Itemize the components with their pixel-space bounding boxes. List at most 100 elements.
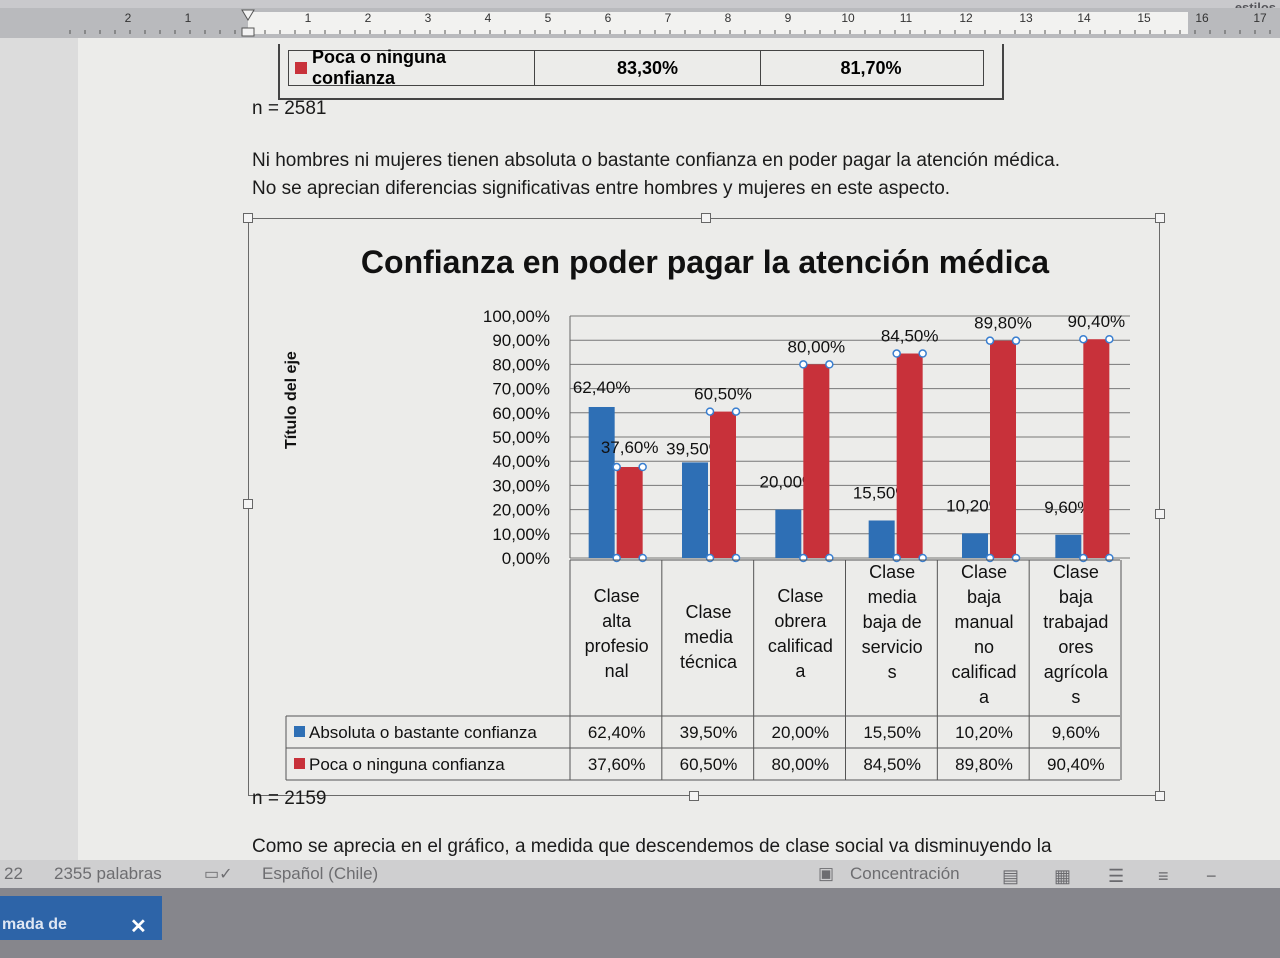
x-category-label: Clase [961, 562, 1007, 582]
data-table-value: 15,50% [863, 723, 921, 742]
focus-mode-button[interactable]: Concentración [850, 864, 960, 883]
selection-handle [799, 360, 808, 369]
data-label-poca: 89,80% [974, 314, 1032, 333]
selection-handle [1011, 336, 1021, 345]
data-label-absoluta: 62,40% [573, 378, 631, 397]
bar-absoluta [682, 462, 708, 558]
data-table-value: 37,60% [588, 755, 646, 774]
selection-handle [638, 462, 647, 472]
close-icon[interactable]: ✕ [130, 916, 147, 938]
table-cell: 81,70% [761, 51, 981, 85]
selection-handle [892, 349, 901, 358]
print-layout-icon[interactable]: ▤ [1002, 866, 1020, 886]
ruler-number: 16 [1195, 11, 1209, 25]
x-category-label: no [974, 637, 994, 657]
indent-marker-icon [241, 27, 255, 37]
x-category-label: s [1071, 687, 1080, 707]
data-table-value: 20,00% [771, 723, 829, 742]
resize-handle[interactable] [1155, 213, 1165, 223]
web-layout-icon[interactable]: ☰ [1108, 866, 1125, 886]
ruler-number: 8 [725, 11, 732, 25]
y-tick-label: 80,00% [492, 355, 550, 374]
ruler-text-area [248, 12, 1188, 34]
bar-poca [710, 411, 736, 558]
ruler-number: 1 [305, 11, 312, 25]
data-label-poca: 90,40% [1067, 312, 1125, 331]
data-label-absoluta: 15,50% [853, 483, 911, 502]
taskbar-item[interactable] [0, 896, 162, 940]
ribbon-edge [0, 0, 1280, 8]
table-cell: 83,30% [535, 51, 761, 85]
resize-handle[interactable] [243, 499, 253, 509]
data-table-value: 60,50% [680, 755, 738, 774]
ruler-number: 13 [1019, 11, 1033, 25]
x-category-label: trabajad [1043, 612, 1108, 632]
x-category-label: baja [1059, 587, 1094, 607]
legend-key [294, 758, 305, 769]
y-tick-label: 20,00% [492, 501, 550, 520]
legend-label: Absoluta o bastante confianza [309, 723, 537, 742]
data-label-poca: 84,50% [881, 327, 939, 346]
selection-handle [612, 462, 621, 472]
zoom-out-icon[interactable]: − [1206, 866, 1217, 886]
horizontal-ruler[interactable]: 2 1 1 2 3 4 5 6 7 8 9 10 11 12 13 14 15 16 17 [0, 8, 1280, 38]
ruler-number: 9 [785, 11, 792, 25]
language-indicator[interactable]: Español (Chile) [262, 864, 379, 883]
chart-title[interactable]: Confianza en poder pagar la atención méd… [360, 244, 1050, 280]
data-table-value: 9,60% [1052, 723, 1100, 742]
resize-handle[interactable] [1155, 509, 1165, 519]
data-table-value: 10,20% [955, 723, 1013, 742]
table-row: Poca o ninguna confianza 83,30% 81,70% [288, 47, 984, 88]
data-table-value: 39,50% [680, 723, 738, 742]
data-table-value: 62,40% [588, 723, 646, 742]
x-category-label: a [979, 687, 990, 707]
ruler-number: 12 [959, 11, 973, 25]
data-table-value: 89,80% [955, 755, 1013, 774]
resize-handle[interactable] [701, 213, 711, 223]
y-tick-label: 60,00% [492, 404, 550, 423]
outline-icon[interactable]: ≡ [1158, 866, 1169, 886]
bar-poca [1083, 339, 1110, 558]
chart-object-frame[interactable] [243, 213, 1165, 801]
table-row-label: Poca o ninguna confianza [312, 47, 447, 88]
y-tick-label: 30,00% [492, 476, 550, 495]
y-tick-label: 40,00% [492, 452, 550, 471]
resize-handle[interactable] [243, 213, 253, 223]
document-page[interactable] [78, 38, 1280, 860]
y-tick-label: 10,00% [492, 525, 550, 544]
table-value-1: 83,30% [616, 57, 679, 78]
bar-absoluta [775, 509, 802, 558]
x-category-label: servicio [862, 637, 923, 657]
y-tick-label: 0,00% [502, 549, 550, 568]
bar-poca [803, 364, 830, 558]
data-table-value: 90,40% [1047, 755, 1105, 774]
resize-handle[interactable] [689, 791, 699, 801]
bar-absoluta [868, 520, 895, 558]
proofing-icon[interactable]: ▭✓ [204, 866, 233, 883]
read-mode-icon[interactable]: ▦ [1054, 866, 1072, 886]
data-label-absoluta: 10,20% [946, 496, 1004, 515]
ruler-number: 11 [900, 11, 913, 25]
data-label-absoluta: 9,60% [1044, 498, 1092, 517]
bar-poca [896, 353, 923, 558]
ruler-number: 4 [485, 11, 492, 25]
taskbar-item-label: mada de [2, 916, 67, 933]
data-label-absoluta: 39,50% [666, 439, 724, 458]
x-category-label: Clase [777, 586, 823, 606]
previous-table-fragment: Poca o ninguna confianza 83,30% 81,70% [278, 44, 1004, 100]
y-tick-label: 100,00% [483, 307, 550, 326]
word-count[interactable]: 2355 palabras [54, 864, 162, 883]
selection-handle [1079, 334, 1088, 344]
selection-handle [1105, 334, 1114, 344]
resize-handle[interactable] [1155, 791, 1165, 801]
selection-handle [705, 407, 715, 416]
x-category-label: Clase [685, 602, 731, 622]
focus-icon: ▣ [818, 864, 835, 883]
x-category-label: nal [605, 661, 629, 681]
data-label-poca: 37,60% [601, 438, 659, 457]
ruler-number: 7 [665, 11, 672, 25]
x-category-label: a [795, 661, 806, 681]
data-table-value: 84,50% [863, 755, 921, 774]
page-indicator[interactable]: 22 [4, 864, 23, 883]
